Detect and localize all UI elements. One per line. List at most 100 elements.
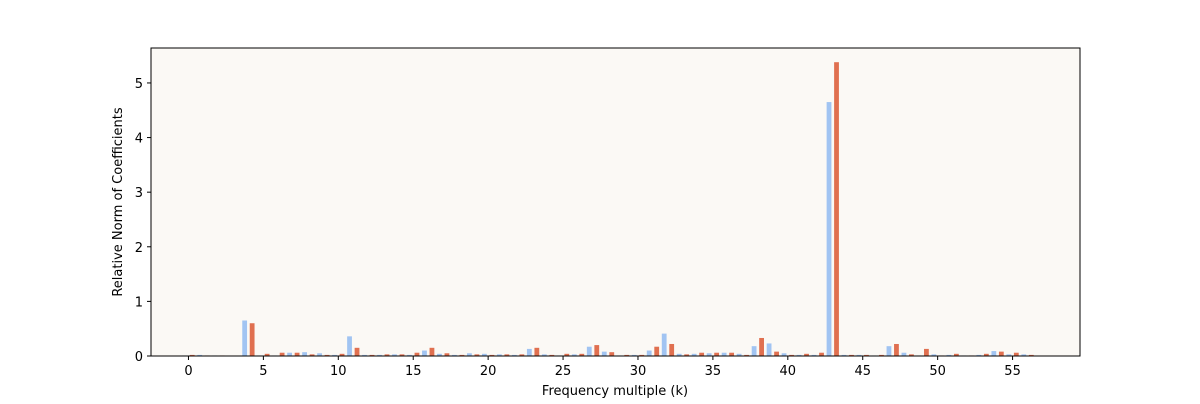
- x-tick-label: 30: [630, 364, 647, 379]
- bar: [324, 354, 330, 356]
- bar: [886, 346, 892, 356]
- x-tick-label: 35: [705, 364, 722, 379]
- bar: [189, 354, 195, 356]
- bar: [796, 354, 802, 356]
- y-tick-label: 5: [135, 77, 143, 92]
- bar: [369, 354, 375, 356]
- bar: [467, 353, 472, 356]
- bar: [699, 352, 705, 356]
- y-tick-label: 4: [135, 132, 143, 147]
- x-tick-label: 55: [1004, 364, 1021, 379]
- y-axis-label: Relative Norm of Coefficients: [111, 107, 126, 297]
- bar: [856, 354, 862, 356]
- bar: [759, 337, 764, 356]
- bar: [691, 353, 697, 356]
- bar: [661, 333, 667, 356]
- bar: [781, 353, 787, 356]
- bar: [841, 354, 847, 356]
- bar: [901, 352, 907, 356]
- bar: [684, 354, 690, 356]
- bar: [774, 351, 779, 356]
- bar: [826, 102, 832, 356]
- y-tick-label: 3: [135, 186, 143, 201]
- bar: [624, 354, 630, 356]
- bar: [549, 354, 555, 356]
- x-tick-label: 15: [405, 364, 422, 379]
- x-tick-label: 25: [555, 364, 572, 379]
- bar: [744, 354, 750, 356]
- bar: [646, 350, 652, 356]
- x-tick-label: 0: [184, 364, 192, 379]
- bar: [564, 353, 570, 356]
- bar: [669, 343, 675, 356]
- bar: [789, 354, 794, 356]
- bar: [511, 354, 517, 356]
- bar: [414, 352, 420, 356]
- bar: [579, 353, 585, 356]
- bar: [339, 353, 345, 356]
- bar: [706, 353, 712, 356]
- bar: [849, 354, 854, 356]
- bar: [459, 354, 465, 356]
- bar: [474, 354, 480, 356]
- bar: [519, 354, 525, 356]
- bar: [444, 353, 450, 356]
- y-tick-label: 2: [135, 241, 143, 256]
- x-tick-label: 45: [854, 364, 871, 379]
- bar: [571, 354, 577, 356]
- bar: [504, 354, 510, 356]
- bar: [287, 352, 292, 356]
- bar: [242, 320, 248, 356]
- bar: [819, 352, 824, 356]
- x-tick-label: 20: [480, 364, 497, 379]
- bar: [721, 352, 727, 356]
- bar: [609, 352, 615, 356]
- bar: [197, 354, 203, 356]
- bar: [676, 353, 682, 356]
- bar: [437, 353, 442, 356]
- x-tick-label: 50: [929, 364, 946, 379]
- bar: [294, 352, 300, 356]
- plot-frame: [150, 47, 1081, 357]
- bar: [534, 347, 540, 356]
- bar: [811, 354, 817, 356]
- bar: [309, 354, 315, 356]
- bar: [1006, 354, 1012, 356]
- bar: [751, 346, 757, 356]
- bar: [946, 354, 952, 356]
- x-tick-label: 5: [259, 364, 267, 379]
- bar: [384, 354, 390, 356]
- bar: [894, 343, 899, 356]
- bar: [766, 343, 772, 356]
- bar: [1028, 354, 1034, 356]
- bar: [909, 354, 914, 356]
- bar: [362, 354, 367, 356]
- bar: [983, 353, 989, 356]
- y-tick-label: 1: [135, 295, 143, 310]
- bar: [729, 352, 735, 356]
- bar: [354, 347, 360, 356]
- bar: [347, 336, 352, 356]
- bar: [496, 354, 502, 356]
- bar: [931, 354, 937, 356]
- bar: [399, 354, 405, 356]
- bar: [601, 351, 607, 356]
- bar: [1021, 354, 1027, 356]
- x-tick-label: 10: [330, 364, 347, 379]
- bar: [631, 354, 637, 356]
- bar: [317, 353, 322, 356]
- bar: [714, 352, 720, 356]
- x-axis-label: Frequency multiple (k): [542, 384, 688, 399]
- bar: [407, 354, 412, 356]
- bar: [834, 62, 839, 357]
- bar: [879, 354, 884, 356]
- x-tick-label: 40: [780, 364, 797, 379]
- bar: [422, 350, 427, 356]
- bar: [526, 348, 532, 356]
- bar: [976, 354, 982, 356]
- plot-area: [151, 48, 1080, 356]
- bar: [804, 353, 809, 356]
- bar: [452, 354, 457, 356]
- y-tick-label: 0: [135, 350, 143, 365]
